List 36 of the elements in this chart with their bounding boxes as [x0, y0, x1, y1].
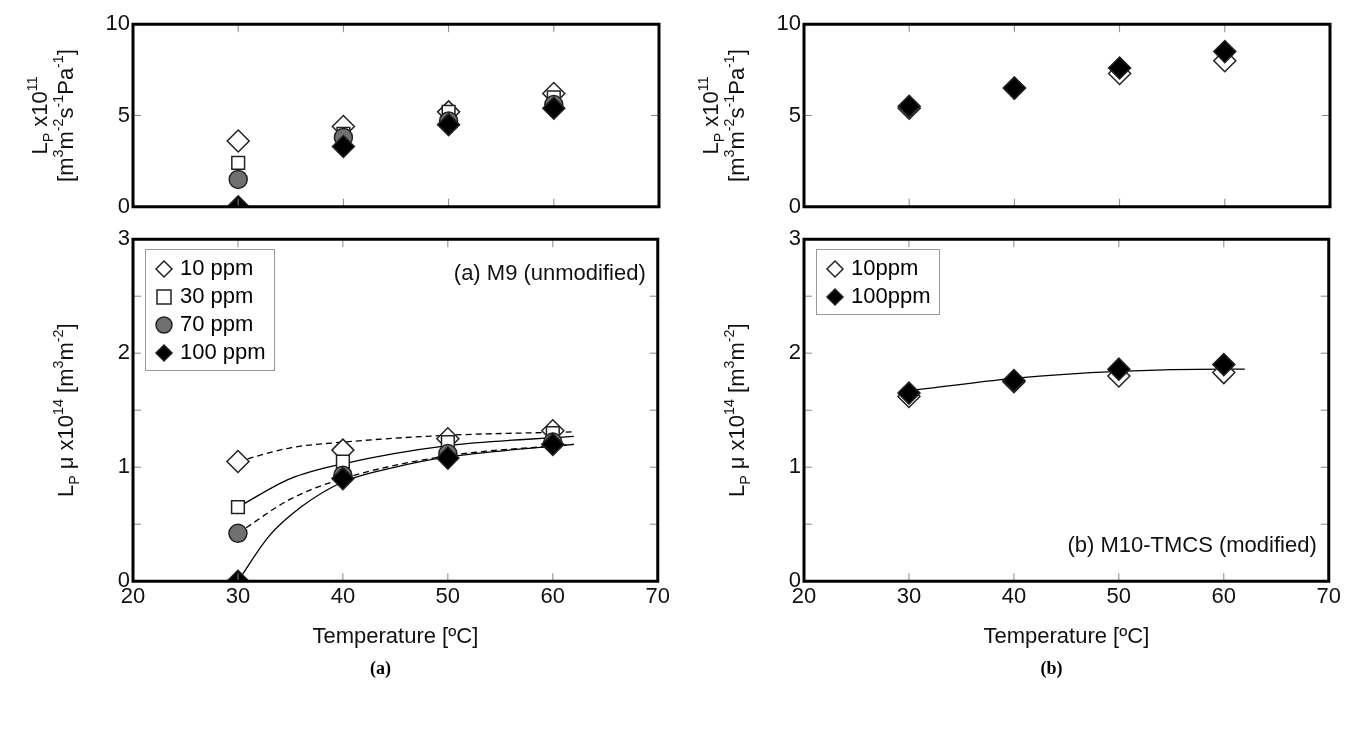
text: LP μ x1014 [m3m-2]	[50, 323, 82, 498]
y-tick-label: 1	[788, 453, 801, 479]
y-tick-label: 5	[117, 101, 130, 127]
x-tick-label: 30	[896, 583, 922, 609]
y-tick-label: 3	[117, 225, 130, 251]
x-tick-label: 60	[1211, 583, 1237, 609]
x-tick-label: 40	[1001, 583, 1027, 609]
text: LP μ x1014 [m3m-2]	[721, 323, 753, 498]
y-tick-label: 2	[117, 339, 130, 365]
x-tick-label: 40	[330, 583, 356, 609]
legend-label: 10 ppm	[180, 255, 254, 281]
x-axis-title: Temperature [ºC]	[312, 622, 479, 648]
legend-label: 30 ppm	[180, 283, 254, 309]
text: (b)	[1039, 658, 1064, 679]
y-tick-label: 10	[776, 10, 801, 36]
y-tick-label: 0	[788, 192, 801, 218]
x-tick-label: 60	[540, 583, 566, 609]
y-tick-label: 3	[788, 225, 801, 251]
annotation: (a) M9 (unmodified)	[453, 260, 646, 286]
y-tick-label: 10	[105, 10, 130, 36]
x-tick-label: 30	[225, 583, 251, 609]
legend-label: 100ppm	[851, 283, 931, 309]
x-axis-title: Temperature [ºC]	[983, 622, 1150, 648]
y-tick-label: 5	[788, 101, 801, 127]
x-tick-label: 50	[435, 583, 461, 609]
legend-label: 100 ppm	[180, 339, 266, 365]
text: (a)	[369, 658, 392, 679]
annotation: (b) M10-TMCS (modified)	[1067, 532, 1317, 558]
y-tick-label: 1	[117, 453, 130, 479]
y-tick-label: 0	[117, 192, 130, 218]
x-tick-label: 70	[1316, 583, 1342, 609]
x-tick-label: 70	[645, 583, 671, 609]
legend-label: 70 ppm	[180, 311, 254, 337]
legend-label: 10ppm	[851, 255, 919, 281]
y-tick-label: 2	[788, 339, 801, 365]
x-tick-label: 50	[1106, 583, 1132, 609]
